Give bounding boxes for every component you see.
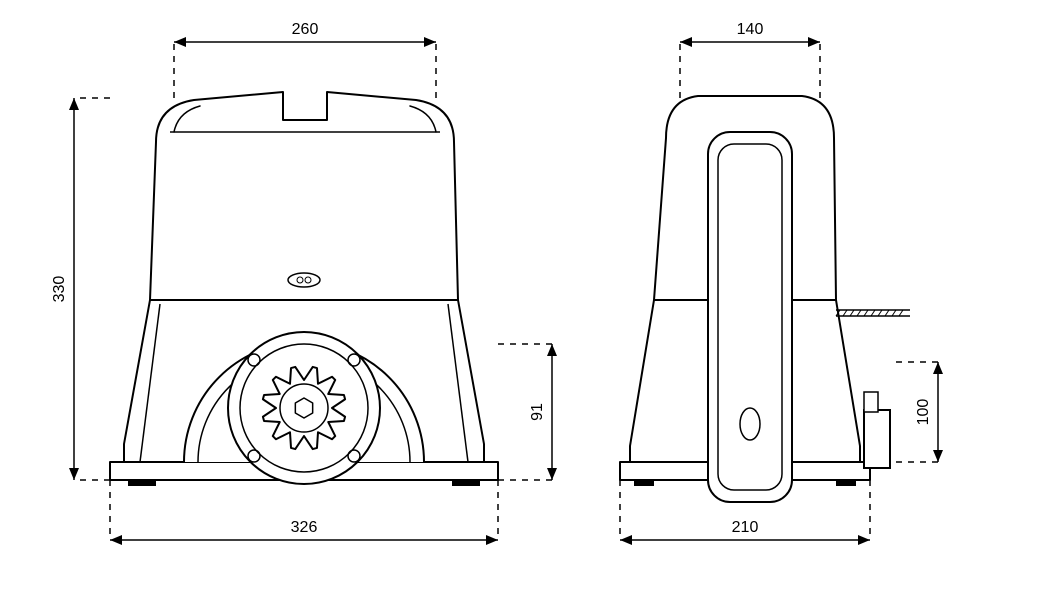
dim-side-top: 140 [737, 21, 764, 38]
accessory-box [864, 410, 890, 468]
dim-gear-91: 91 [529, 403, 546, 421]
dim-front-top: 260 [292, 21, 319, 38]
dim-front-height: 330 [51, 276, 68, 303]
dim-front-bottom: 326 [291, 519, 318, 536]
foot [128, 480, 156, 486]
dim-side-100: 100 [915, 399, 932, 426]
dim-side-bottom: 210 [732, 519, 759, 536]
foot [452, 480, 480, 486]
front-view [110, 92, 498, 486]
side-view [620, 96, 910, 502]
